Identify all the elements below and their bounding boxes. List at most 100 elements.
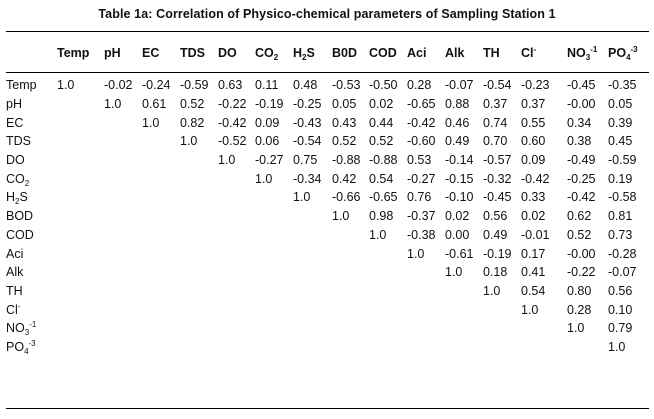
correlation-cell: 1.0	[142, 115, 160, 130]
column-header: TDS	[180, 37, 218, 68]
correlation-cell: 0.06	[255, 134, 280, 149]
correlation-cell: 0.41	[521, 265, 546, 280]
correlation-cell: 0.49	[445, 134, 470, 149]
correlation-cell: -0.24	[142, 78, 171, 93]
correlation-cell: -0.52	[218, 134, 247, 149]
label-main: COD	[369, 45, 397, 60]
correlation-cell: 1.0	[293, 190, 311, 205]
row-label: H2S	[6, 188, 57, 207]
column-header: NO3-1	[567, 37, 608, 68]
correlation-cell: -0.65	[407, 97, 436, 112]
correlation-cell: 0.49	[483, 227, 508, 242]
label-main: H	[293, 45, 303, 60]
correlation-cell	[57, 263, 104, 282]
correlation-cell: 0.28	[407, 78, 432, 93]
correlation-cell: 1.0	[332, 209, 350, 224]
correlation-cell	[218, 300, 255, 319]
label-tail: S	[19, 190, 28, 205]
correlation-cell	[293, 207, 332, 226]
label-subscript: 3	[24, 328, 30, 338]
correlation-cell	[293, 282, 332, 301]
correlation-cell: -0.14	[445, 153, 474, 168]
correlation-cell: 0.17	[521, 246, 546, 261]
correlation-cell	[180, 244, 218, 263]
correlation-cell	[180, 300, 218, 319]
correlation-cell: -0.15	[445, 171, 474, 186]
label-main: TH	[483, 45, 500, 60]
correlation-cell: -0.61	[445, 246, 474, 261]
correlation-cell: -0.22	[567, 265, 596, 280]
correlation-cell	[521, 338, 567, 357]
correlation-cell: 0.02	[445, 209, 470, 224]
correlation-cell	[218, 338, 255, 357]
correlation-cell: -0.43	[293, 115, 322, 130]
label-subscript: 2	[15, 197, 20, 207]
correlation-cell: 0.11	[255, 78, 279, 93]
correlation-cell	[180, 338, 218, 357]
correlation-cell	[255, 188, 293, 207]
correlation-cell	[104, 113, 142, 132]
label-main: EC	[6, 115, 24, 130]
label-main: Alk	[6, 265, 24, 280]
correlation-cell	[180, 151, 218, 170]
correlation-cell: 0.56	[608, 283, 633, 298]
label-main: PO	[6, 339, 25, 354]
correlation-cell: -0.66	[332, 190, 361, 205]
label-main: Temp	[6, 78, 37, 93]
correlation-cell: 1.0	[104, 97, 122, 112]
correlation-cell: -0.27	[407, 171, 436, 186]
label-main: Aci	[6, 246, 24, 261]
correlation-cell: 1.0	[483, 283, 501, 298]
correlation-cell	[332, 244, 369, 263]
correlation-cell	[293, 263, 332, 282]
correlation-cell: 1.0	[521, 302, 539, 317]
correlation-cell	[407, 300, 445, 319]
correlation-cell	[180, 226, 218, 245]
table-row: DO 1.0 -0.27 0.75 -0.88 -0.88 0.53 -0.14 -0.57 0.…	[6, 151, 646, 170]
table-row: Cl- 1.0 0.28 0.10	[6, 300, 646, 319]
correlation-cell	[180, 263, 218, 282]
correlation-cell: 0.54	[521, 283, 546, 298]
correlation-cell	[142, 226, 180, 245]
correlation-cell	[104, 132, 142, 151]
correlation-cell	[483, 300, 521, 319]
label-main: BOD	[6, 209, 34, 224]
correlation-cell	[57, 151, 104, 170]
correlation-cell	[567, 338, 608, 357]
correlation-cell: -0.07	[445, 78, 474, 93]
label-main: Alk	[445, 45, 465, 60]
correlation-cell	[142, 300, 180, 319]
correlation-cell	[180, 282, 218, 301]
correlation-cell	[332, 338, 369, 357]
column-header: H2S	[293, 37, 332, 68]
correlation-cell	[332, 263, 369, 282]
column-header: Temp	[57, 37, 104, 68]
correlation-cell	[104, 169, 142, 188]
correlation-cell	[104, 338, 142, 357]
correlation-cell	[255, 207, 293, 226]
row-label: PO4-3	[6, 338, 57, 357]
correlation-cell: -0.19	[255, 97, 284, 112]
column-header: CO2	[255, 37, 293, 68]
correlation-cell: 0.55	[521, 115, 546, 130]
label-main: CO	[255, 45, 274, 60]
label-subscript: 4	[626, 52, 631, 62]
correlation-cell: -0.42	[218, 115, 247, 130]
correlation-cell	[293, 319, 332, 338]
correlation-cell	[293, 300, 332, 319]
correlation-cell	[293, 226, 332, 245]
correlation-cell: 0.46	[445, 115, 470, 130]
correlation-cell: -0.32	[483, 171, 512, 186]
table-row: Aci 1.0 -0.61 -0.19 0.17 -0.00 -0.28	[6, 244, 646, 263]
correlation-cell	[180, 319, 218, 338]
correlation-cell: -0.65	[369, 190, 398, 205]
correlation-cell: 0.39	[608, 115, 633, 130]
correlation-cell: 0.62	[567, 209, 592, 224]
correlation-cell: 0.75	[293, 153, 318, 168]
table-row: pH 1.0 0.61 0.52 -0.22 -0.19 -0.25 0.05 0.02 -0.6…	[6, 95, 646, 114]
label-main: H	[6, 190, 16, 205]
correlation-cell: 0.45	[608, 134, 633, 149]
correlation-cell: -0.53	[332, 78, 361, 93]
table-row: NO3-1 1.0 0.79	[6, 319, 646, 338]
correlation-cell: 1.0	[567, 321, 585, 336]
